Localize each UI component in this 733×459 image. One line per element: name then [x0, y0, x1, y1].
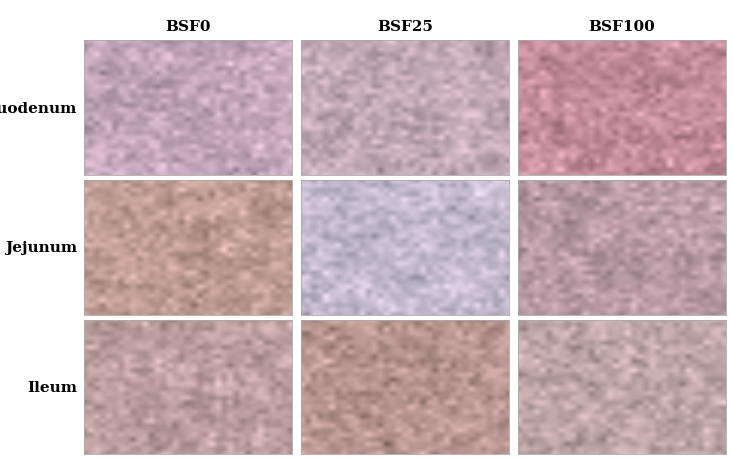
- Text: BSF0: BSF0: [166, 20, 211, 34]
- Text: Duodenum: Duodenum: [0, 101, 77, 115]
- Text: BSF100: BSF100: [589, 20, 655, 34]
- Text: BSF25: BSF25: [377, 20, 433, 34]
- Text: Jejunum: Jejunum: [5, 241, 77, 255]
- Text: Ileum: Ileum: [27, 381, 77, 394]
